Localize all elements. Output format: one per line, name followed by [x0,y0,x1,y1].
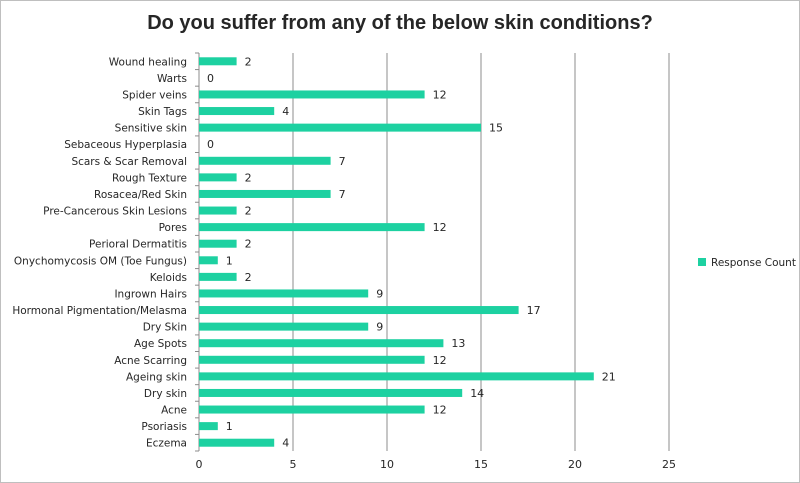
category-label: Ingrown Hairs [114,288,187,300]
data-label: 12 [433,88,447,101]
bar [199,289,369,298]
category-label: Skin Tags [138,106,187,118]
data-label: 2 [245,271,252,284]
category-label: Warts [157,73,187,85]
data-label: 12 [433,221,447,234]
category-label: Ageing skin [126,371,187,383]
category-labels: Wound healing Warts Spider veins Skin Tags S… [12,56,187,449]
category-label: Eczema [146,438,187,450]
category-label: Dry Skin [143,322,187,334]
gridlines [195,52,670,452]
x-tick-label: 25 [662,458,676,471]
category-label: Sebaceous Hyperplasia [64,139,187,151]
bar [199,90,425,99]
data-label: 2 [245,55,252,68]
category-label: Wound healing [109,56,187,68]
bar [199,123,481,132]
bar [199,256,218,265]
bar [199,388,463,397]
data-label: 7 [339,188,346,201]
bar [199,306,519,315]
category-label: Psoriasis [141,421,187,433]
x-tick-label: 15 [474,458,488,471]
category-label: Hormonal Pigmentation/Melasma [12,305,187,317]
bar [199,107,275,116]
bar [199,339,444,348]
data-label: 2 [245,238,252,251]
data-label: 14 [470,387,484,400]
data-label: 9 [376,287,383,300]
category-label: Spider veins [122,89,187,101]
bar [199,239,237,248]
bar [199,355,425,364]
category-label: Rough Texture [112,172,187,184]
bar [199,156,331,165]
chart-title: Do you suffer from any of the below skin… [147,12,653,34]
category-label: Acne [161,405,187,417]
data-label: 17 [527,304,541,317]
data-label: 12 [433,354,447,367]
data-label: 9 [376,321,383,334]
bar [199,57,237,66]
x-axis: 0 5 10 15 20 25 [196,458,677,471]
category-label: Pre-Cancerous Skin Lesions [43,206,187,218]
bar [199,272,237,281]
category-label: Acne Scarring [114,355,187,367]
x-tick-label: 10 [380,458,394,471]
data-label: 4 [282,105,289,118]
category-label: Age Spots [134,338,187,350]
category-label: Perioral Dermatitis [89,239,187,251]
category-label: Onychomycosis OM (Toe Fungus) [14,255,187,267]
data-label: 7 [339,155,346,168]
legend-label: Response Count [711,257,796,269]
data-label: 15 [489,122,503,135]
bar [199,189,331,198]
category-label: Keloids [150,272,187,284]
category-label: Pores [159,222,187,234]
bar [199,223,425,232]
category-label: Scars & Scar Removal [71,156,187,168]
bar [199,438,275,447]
data-label: 21 [602,370,616,383]
data-label: 2 [245,205,252,218]
x-tick-label: 20 [568,458,582,471]
category-label: Sensitive skin [115,123,187,135]
data-label: 12 [433,404,447,417]
data-label: 1 [226,420,233,433]
data-label: 13 [451,337,465,350]
category-label: Rosacea/Red Skin [94,189,187,201]
data-label: 2 [245,171,252,184]
x-tick-label: 5 [290,458,297,471]
x-tick-label: 0 [196,458,203,471]
bar [199,173,237,182]
data-label: 1 [226,254,233,267]
bar [199,206,237,215]
bar [199,322,369,331]
bar [199,422,218,431]
bar [199,372,594,381]
bar [199,405,425,414]
legend: Response Count [698,257,796,269]
legend-swatch [698,258,706,266]
data-label: 0 [207,72,214,85]
data-label: 0 [207,138,214,151]
category-label: Dry skin [144,388,187,400]
data-label: 4 [282,437,289,450]
